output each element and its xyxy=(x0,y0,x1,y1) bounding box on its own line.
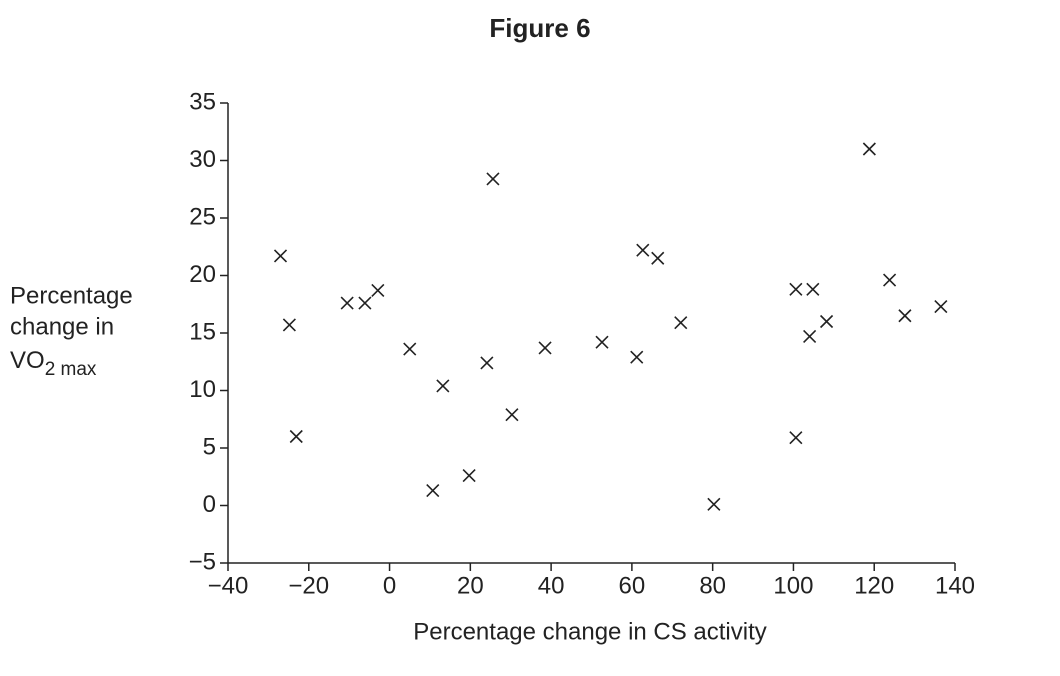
y-axis-label-main: VO xyxy=(10,347,45,374)
data-point xyxy=(898,309,912,323)
y-tick-label: 15 xyxy=(189,318,216,345)
y-tick-label: 25 xyxy=(189,203,216,230)
data-point xyxy=(486,172,500,186)
y-axis-label: change in xyxy=(10,313,114,340)
data-point xyxy=(636,243,650,257)
data-point xyxy=(462,469,476,483)
data-point xyxy=(630,350,644,364)
data-point xyxy=(934,299,948,314)
y-tick-label: 5 xyxy=(203,433,216,460)
x-tick-label: 80 xyxy=(699,572,726,599)
data-point xyxy=(505,408,519,422)
y-tick-label: 35 xyxy=(189,88,216,115)
data-point xyxy=(789,431,803,445)
y-tick-label: 10 xyxy=(189,376,216,403)
x-tick-label: 20 xyxy=(457,572,484,599)
data-point xyxy=(436,379,450,393)
data-point xyxy=(480,356,494,370)
data-point xyxy=(340,296,354,310)
data-point xyxy=(371,283,385,298)
data-point xyxy=(819,314,834,329)
x-tick-label: 140 xyxy=(935,572,975,599)
x-tick-label: −20 xyxy=(288,572,329,599)
y-tick-label: 0 xyxy=(203,491,216,518)
x-tick-label: −40 xyxy=(208,572,249,599)
x-tick-label: 0 xyxy=(383,572,396,599)
data-point xyxy=(358,296,372,310)
data-point xyxy=(289,429,303,444)
data-point xyxy=(595,335,609,349)
data-point xyxy=(883,273,897,287)
x-tick-label: 100 xyxy=(773,572,813,599)
data-point xyxy=(707,497,721,511)
data-point xyxy=(273,249,288,263)
data-point xyxy=(403,342,417,356)
data-point xyxy=(282,318,296,332)
data-point xyxy=(426,483,440,498)
data-point xyxy=(674,316,688,330)
data-point xyxy=(803,329,817,344)
x-tick-label: 120 xyxy=(854,572,894,599)
x-tick-label: 60 xyxy=(619,572,646,599)
y-tick-label: 30 xyxy=(189,146,216,173)
data-point xyxy=(789,282,803,296)
data-point xyxy=(651,251,665,265)
y-tick-label: 20 xyxy=(189,261,216,288)
y-axis-label: VO2 max xyxy=(10,347,97,380)
y-axis-label-subscript: 2 max xyxy=(45,359,97,380)
y-tick-label: −5 xyxy=(189,548,216,575)
x-axis-label: Percentage change in CS activity xyxy=(413,618,767,645)
data-point xyxy=(806,282,820,296)
data-point xyxy=(862,142,876,156)
y-axis-label: Percentage xyxy=(10,282,133,309)
chart-title: Figure 6 xyxy=(489,13,590,43)
x-tick-label: 40 xyxy=(538,572,565,599)
data-point xyxy=(538,341,552,355)
